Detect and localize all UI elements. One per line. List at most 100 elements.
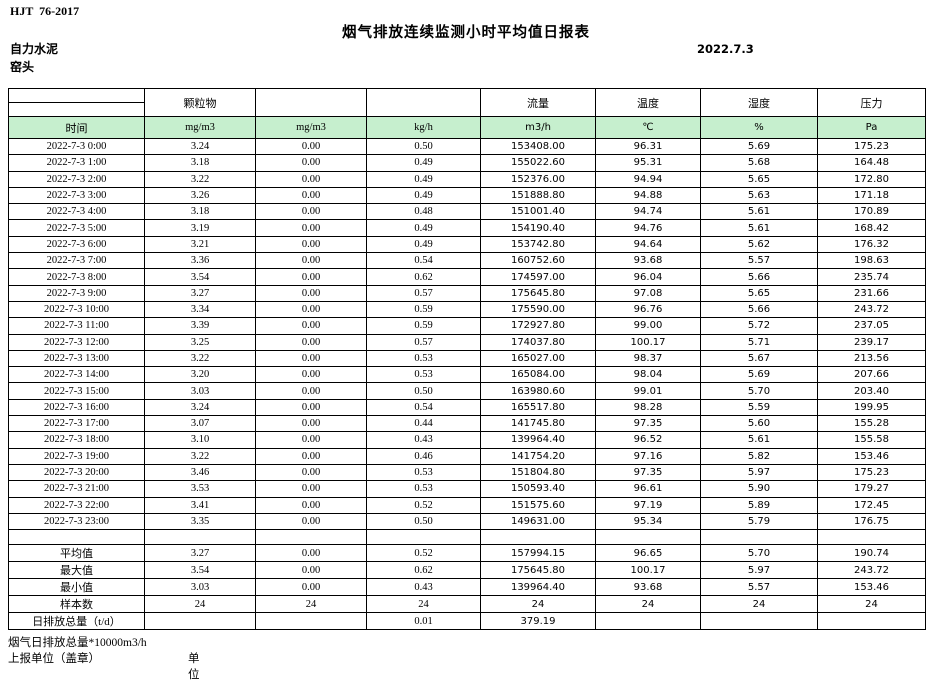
value-cell: 153.46 [817,578,926,597]
value-cell: 94.74 [595,203,701,221]
empty-cell [366,529,481,546]
value-cell: 94.64 [595,235,701,254]
table-body: 2022-7-3 0:00 3.24 0.00 0.50 153408.00 96.31 5… [8,137,926,631]
value-cell: 5.59 [700,398,818,417]
value-cell: 179.27 [817,480,926,498]
table-row: 2022-7-3 14:00 3.20 0.00 0.53 165084.00 98.04… [8,366,926,384]
value-cell: 5.62 [700,235,818,254]
value-cell: 5.57 [700,578,818,597]
footer-note-total: 烟气日排放总量*10000m3/h [8,637,147,649]
value-cell: 3.27 [144,284,256,302]
table-row: 2022-7-3 19:00 3.22 0.00 0.46 141754.20 97.16… [8,447,926,465]
value-cell: 0.53 [366,463,481,482]
unit-header-row: 时间 mg/m3 mg/m3 kg/h m3/h ℃ % Pa [8,116,926,139]
value-cell: 3.35 [144,512,256,531]
value-cell: 0.50 [366,137,481,156]
table-row: 2022-7-3 21:00 3.53 0.00 0.53 150593.40 96.61… [8,480,926,498]
summary-label-cell: 最大值 [8,561,145,580]
value-cell: 151575.60 [480,496,596,514]
value-cell: 3.54 [144,561,256,580]
empty-cell [255,529,367,546]
value-cell: 3.22 [144,170,256,188]
value-cell: 3.34 [144,300,256,319]
value-cell: 0.00 [255,300,367,319]
value-cell: 0.00 [255,170,367,188]
summary-label-cell: 样本数 [8,595,145,614]
value-cell: 0.00 [255,382,367,400]
value-cell: 5.82 [700,447,818,465]
value-cell: 175590.00 [480,300,596,319]
table-row: 2022-7-3 10:00 3.34 0.00 0.59 175590.00 96.76… [8,300,926,319]
value-cell: 379.19 [480,612,596,631]
value-cell: 151804.80 [480,463,596,482]
summary-row: 平均值 3.27 0.00 0.52 157994.15 96.65 5.70 190.74 [8,544,926,563]
value-cell: 0.49 [366,170,481,188]
table-row: 2022-7-3 3:00 3.26 0.00 0.49 151888.80 94.88 5… [8,186,926,205]
value-cell: 155.28 [817,415,926,433]
value-cell: 3.24 [144,398,256,417]
time-cell: 2022-7-3 2:00 [8,170,145,188]
header-cell-blank [366,88,481,117]
table-row: 2022-7-3 12:00 3.25 0.00 0.57 174037.80 100.1… [8,333,926,351]
value-cell: 94.88 [595,186,701,205]
value-cell: 3.26 [144,186,256,205]
value-cell: 0.62 [366,268,481,286]
unit-label: 单位 [188,653,200,681]
value-cell: 5.97 [700,463,818,482]
empty-cell [144,529,256,546]
company-name: 自力水泥 [10,42,59,56]
value-cell: 0.00 [255,137,367,156]
value-cell: 151001.40 [480,203,596,221]
value-cell: 100.17 [595,333,701,351]
time-cell: 2022-7-3 23:00 [8,512,145,531]
empty-cell [8,529,145,546]
value-cell: 207.66 [817,366,926,384]
table-row: 2022-7-3 18:00 3.10 0.00 0.43 139964.40 96.52… [8,431,926,449]
header-cell-temperature: 温度 [595,88,701,117]
value-cell: 174037.80 [480,333,596,351]
time-cell: 2022-7-3 15:00 [8,382,145,400]
value-cell: 0.00 [255,578,367,597]
value-cell: 0.01 [366,612,481,631]
header-cell-pressure: 压力 [817,88,926,117]
value-cell: 243.72 [817,561,926,580]
value-cell: 157994.15 [480,544,596,563]
value-cell: 239.17 [817,333,926,351]
value-cell: 5.70 [700,382,818,400]
value-cell: 96.65 [595,544,701,563]
value-cell: 0.52 [366,496,481,514]
value-cell: 0.49 [366,219,481,237]
header-cell-humidity: 湿度 [700,88,818,117]
table-row: 2022-7-3 15:00 3.03 0.00 0.50 163980.60 99.01… [8,382,926,400]
table-row: 2022-7-3 23:00 3.35 0.00 0.50 149631.00 95.34… [8,512,926,531]
value-cell: 0.00 [255,186,367,205]
value-cell: 0.49 [366,186,481,205]
time-cell: 2022-7-3 19:00 [8,447,145,465]
value-cell: 0.52 [366,544,481,563]
value-cell: 141754.20 [480,447,596,465]
value-cell: 93.68 [595,252,701,270]
value-cell: 3.27 [144,544,256,563]
value-cell: 198.63 [817,252,926,270]
value-cell: 5.63 [700,186,818,205]
table-row: 2022-7-3 9:00 3.27 0.00 0.57 175645.80 97.08 5… [8,284,926,302]
time-cell: 2022-7-3 14:00 [8,366,145,384]
value-cell: 151888.80 [480,186,596,205]
value-cell [255,612,367,631]
value-cell: 97.08 [595,284,701,302]
table-row: 2022-7-3 17:00 3.07 0.00 0.44 141745.80 97.35… [8,415,926,433]
header-cell-blank [8,88,145,103]
value-cell: 5.61 [700,219,818,237]
value-cell: 24 [817,595,926,614]
value-cell: 149631.00 [480,512,596,531]
value-cell: 164.48 [817,154,926,172]
time-cell: 2022-7-3 22:00 [8,496,145,514]
value-cell: 98.28 [595,398,701,417]
value-cell: 95.31 [595,154,701,172]
table-row: 2022-7-3 2:00 3.22 0.00 0.49 152376.00 94.94 5… [8,170,926,188]
value-cell: 0.43 [366,578,481,597]
time-cell: 2022-7-3 13:00 [8,349,145,368]
value-cell: 98.37 [595,349,701,368]
value-cell: 97.35 [595,463,701,482]
value-cell: 0.62 [366,561,481,580]
